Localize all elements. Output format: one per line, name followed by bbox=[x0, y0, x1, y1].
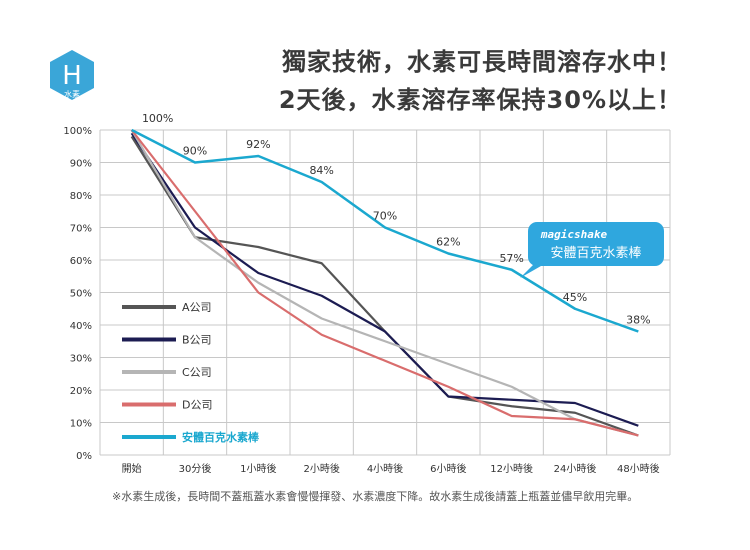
x-tick-label: 6小時後 bbox=[430, 462, 466, 475]
y-tick-label: 10% bbox=[70, 419, 92, 430]
legend-label-2: B公司 bbox=[182, 334, 212, 347]
data-label: 84% bbox=[309, 164, 333, 177]
data-label: 92% bbox=[246, 138, 270, 151]
axes: 0% 10% 20% 30% 40% 50% 60% 70% 80% 90% 100% 開始 30分後 1… bbox=[63, 126, 659, 475]
callout-box bbox=[528, 222, 664, 266]
legend-label-1: A公司 bbox=[182, 301, 212, 314]
legend-label-3: C公司 bbox=[182, 366, 212, 379]
callout: magicshake 安體百克水素棒 bbox=[520, 222, 664, 278]
data-label: 57% bbox=[499, 252, 523, 265]
y-tick-label: 70% bbox=[70, 224, 92, 235]
series bbox=[130, 128, 639, 437]
y-tick-label: 60% bbox=[70, 256, 92, 267]
x-tick-label: 24小時後 bbox=[554, 462, 597, 475]
data-labels: 100% 90% 92% 84% 70% 62% 57% 45% 38% bbox=[142, 112, 651, 327]
x-tick-label: 4小時後 bbox=[367, 462, 403, 475]
legend-label-5: 安體百克水素棒 bbox=[182, 430, 260, 444]
series-line-2 bbox=[130, 132, 639, 427]
y-tick-label: 90% bbox=[70, 159, 92, 170]
badge-sub: 水素 bbox=[64, 89, 80, 99]
series-line-3 bbox=[130, 129, 639, 437]
data-label: 45% bbox=[563, 291, 587, 304]
legend-label-4: D公司 bbox=[182, 399, 212, 412]
data-label: 90% bbox=[183, 145, 207, 158]
x-tick-label: 48小時後 bbox=[617, 462, 660, 475]
x-tick-label: 2小時後 bbox=[303, 462, 339, 475]
x-tick-label: 開始 bbox=[122, 462, 142, 475]
badge-hexagon bbox=[50, 50, 94, 100]
data-label: 62% bbox=[436, 236, 460, 249]
x-tick-label: 1小時後 bbox=[240, 462, 276, 475]
series-line-1 bbox=[130, 135, 639, 437]
footnote: ※水素生成後，長時間不蓋瓶蓋水素會慢慢揮發、水素濃度下降。故水素生成後請蓋上瓶蓋… bbox=[112, 490, 639, 503]
series-line-5 bbox=[131, 128, 639, 333]
y-tick-label: 100% bbox=[63, 126, 92, 137]
data-label: 100% bbox=[142, 112, 173, 125]
data-label: 38% bbox=[626, 314, 650, 327]
callout-text: 安體百克水素棒 bbox=[550, 246, 641, 261]
series-line-4 bbox=[130, 129, 639, 437]
y-tick-label: 30% bbox=[70, 354, 92, 365]
hydrogen-badge: H 水素 bbox=[50, 50, 94, 100]
x-tick-label: 12小時後 bbox=[490, 462, 533, 475]
chart-title-line-1: 獨家技術，水素可長時間溶存水中！ bbox=[282, 48, 682, 76]
y-tick-label: 20% bbox=[70, 386, 92, 397]
y-tick-label: 50% bbox=[70, 289, 92, 300]
badge-letter: H bbox=[62, 61, 82, 91]
chart-title-line-2: 2天後，水素溶存率保持30%以上！ bbox=[278, 86, 682, 114]
y-tick-label: 40% bbox=[70, 321, 92, 332]
x-tick-label: 30分後 bbox=[179, 462, 212, 475]
data-label: 70% bbox=[373, 210, 397, 223]
callout-pointer bbox=[520, 262, 548, 278]
y-tick-label: 0% bbox=[76, 451, 92, 462]
y-tick-label: 80% bbox=[70, 191, 92, 202]
callout-brand: magicshake bbox=[540, 228, 608, 241]
